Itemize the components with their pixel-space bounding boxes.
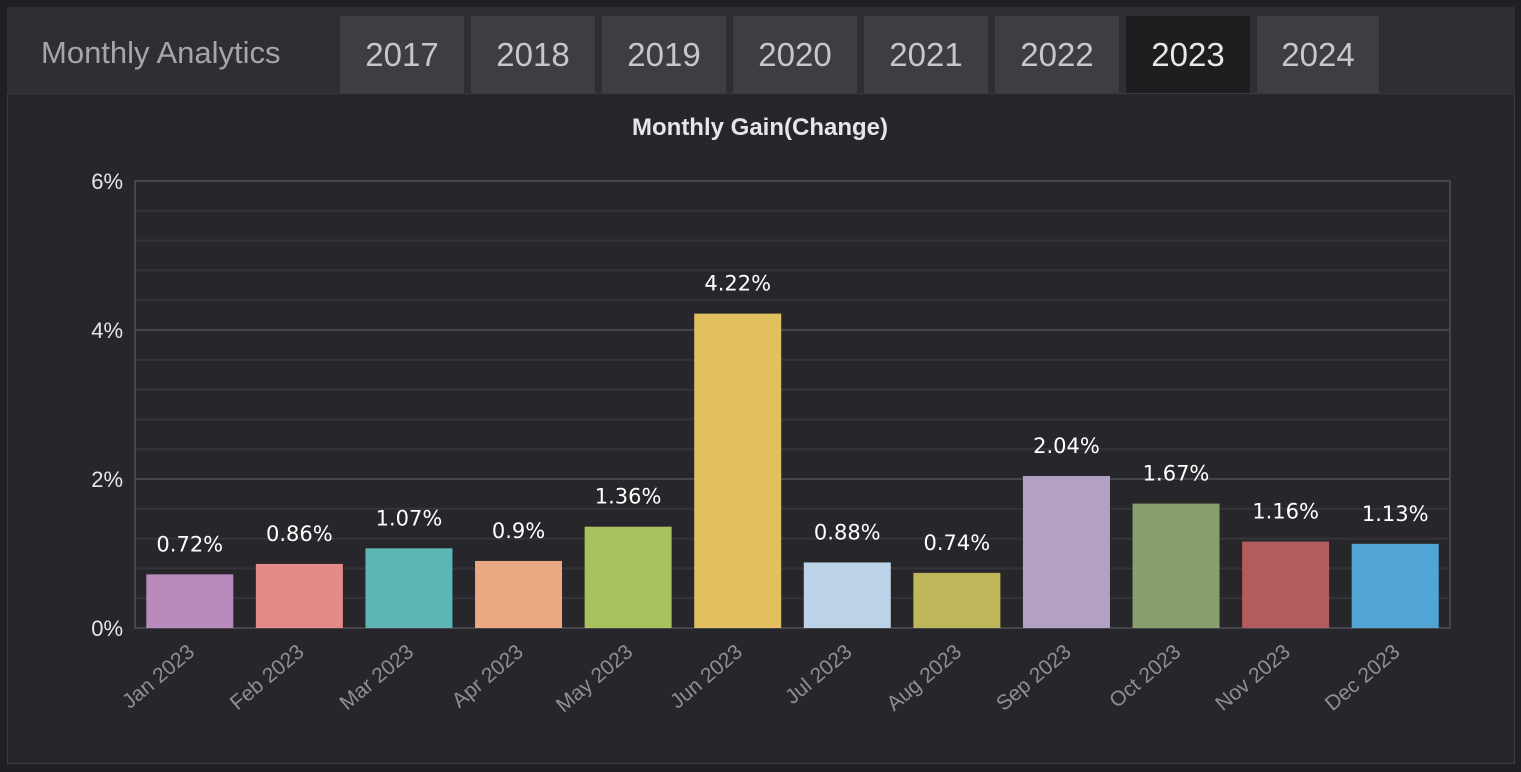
x-tick-label: Dec 2023 [1321, 640, 1405, 715]
y-tick-label: 6% [91, 169, 123, 194]
data-label: 4.22% [704, 272, 771, 296]
tab-2018[interactable]: 2018 [471, 16, 595, 93]
data-label: 1.36% [595, 485, 662, 509]
y-tick-label: 2% [91, 467, 123, 492]
bars [146, 313, 1439, 628]
tab-2020[interactable]: 2020 [733, 16, 857, 93]
x-tick-label: Mar 2023 [335, 640, 418, 715]
panel-bottom-border [7, 763, 1515, 764]
bar-jul-2023[interactable] [803, 562, 891, 628]
x-tick-label: Apr 2023 [448, 640, 528, 712]
chart-gridlines [134, 180, 1451, 629]
bar-feb-2023[interactable] [255, 563, 343, 628]
x-axis: Jan 2023 Feb 2023 Mar 2023 Apr 2023 May 2023… [118, 640, 1404, 717]
x-tick-label: Jan 2023 [118, 640, 199, 713]
data-label: 0.72% [156, 532, 223, 556]
tab-2022[interactable]: 2022 [995, 16, 1119, 93]
bar-jun-2023[interactable] [694, 313, 782, 628]
data-label: 1.07% [376, 506, 443, 530]
tab-2024[interactable]: 2024 [1257, 16, 1379, 93]
y-tick-label: 0% [91, 616, 123, 641]
data-label: 0.88% [814, 520, 881, 544]
bar-sep-2023[interactable] [1022, 476, 1110, 628]
x-tick-label: Feb 2023 [226, 640, 309, 715]
data-label: 0.74% [924, 531, 991, 555]
data-label: 1.67% [1143, 462, 1210, 486]
bar-jan-2023[interactable] [146, 574, 234, 628]
tab-2017[interactable]: 2017 [340, 16, 464, 93]
y-tick-label: 4% [91, 318, 123, 343]
tab-bar: Monthly Analytics 2017 2018 2019 2020 20… [7, 7, 1515, 94]
x-tick-label: Aug 2023 [882, 640, 966, 715]
x-tick-label: May 2023 [552, 640, 637, 717]
tab-2023[interactable]: 2023 [1126, 16, 1250, 93]
value-labels: 0.72% 0.86% 1.07% 0.9% 1.36% 4.22% 0.88% 0.74% 2… [156, 272, 1428, 557]
tab-2019[interactable]: 2019 [602, 16, 726, 93]
bar-aug-2023[interactable] [913, 572, 1001, 628]
data-label: 1.13% [1362, 502, 1429, 526]
data-label: 0.86% [266, 522, 333, 546]
x-tick-label: Nov 2023 [1211, 640, 1295, 715]
tab-2021[interactable]: 2021 [864, 16, 988, 93]
chart-title: Monthly Gain(Change) [632, 114, 888, 141]
x-tick-label: Sep 2023 [992, 640, 1076, 715]
bar-apr-2023[interactable] [475, 560, 563, 628]
plot-frame [134, 180, 1451, 629]
bar-dec-2023[interactable] [1351, 543, 1439, 628]
data-label: 1.16% [1252, 500, 1319, 524]
bar-mar-2023[interactable] [365, 548, 453, 628]
y-axis: 0% 2% 4% 6% [91, 169, 123, 641]
x-tick-label: Jul 2023 [781, 640, 857, 709]
bar-nov-2023[interactable] [1242, 541, 1330, 628]
data-label: 2.04% [1033, 434, 1100, 458]
panel-title: Monthly Analytics [41, 35, 281, 70]
bar-oct-2023[interactable] [1132, 503, 1220, 628]
data-label: 0.9% [492, 519, 545, 543]
x-tick-label: Jun 2023 [666, 640, 747, 713]
bar-may-2023[interactable] [584, 526, 672, 628]
x-tick-label: Oct 2023 [1105, 640, 1185, 712]
